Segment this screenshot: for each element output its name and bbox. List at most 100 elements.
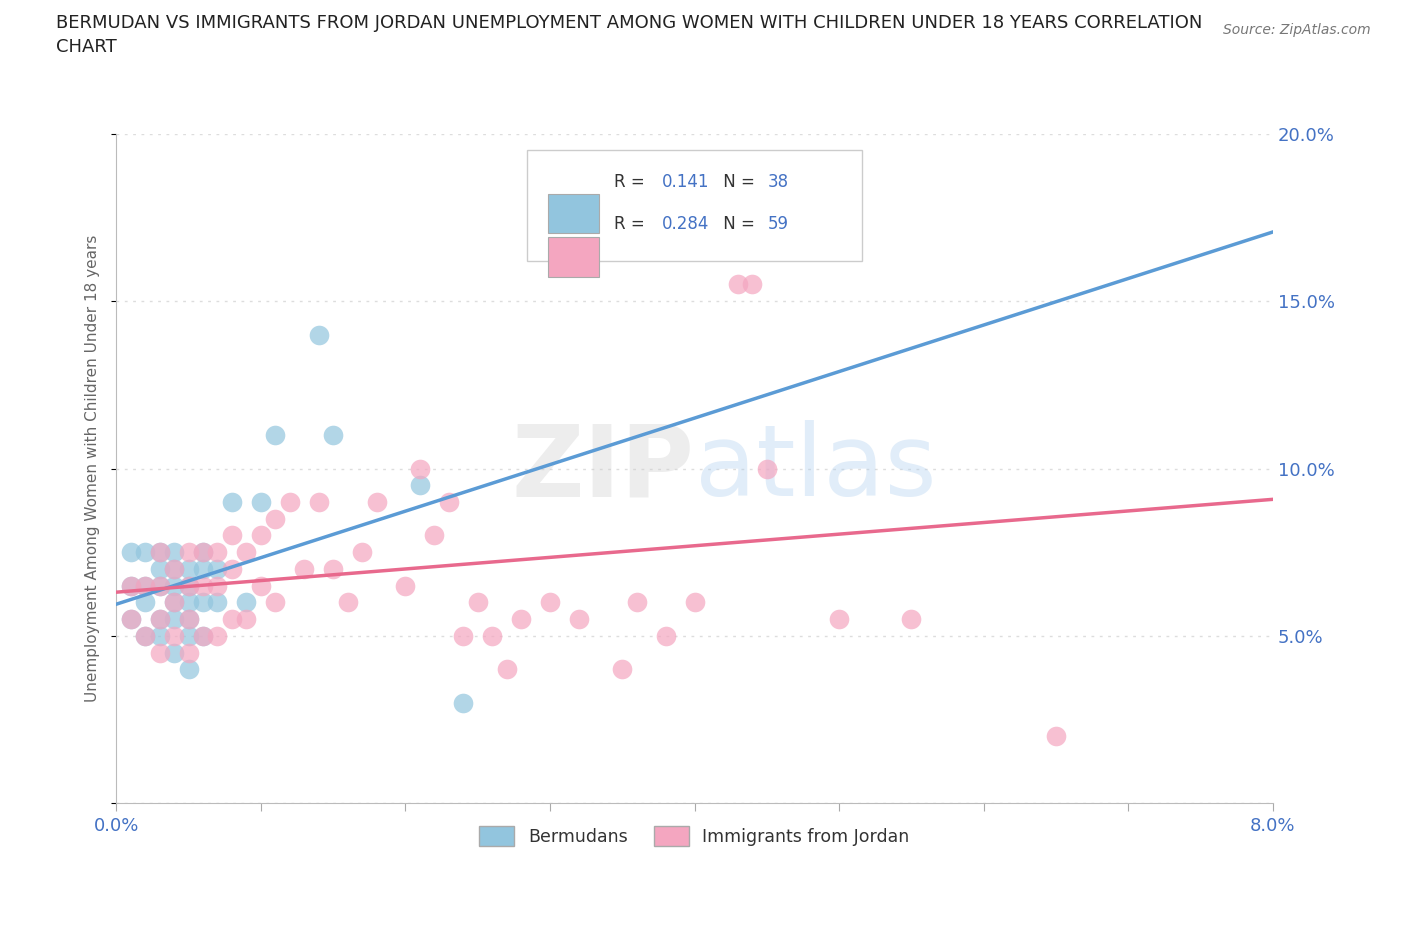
Point bbox=[409, 478, 432, 493]
Point bbox=[163, 612, 186, 627]
Point bbox=[177, 562, 200, 577]
Point bbox=[120, 545, 142, 560]
Point bbox=[207, 562, 229, 577]
Text: R =: R = bbox=[613, 173, 650, 191]
Point bbox=[207, 578, 229, 593]
Point bbox=[163, 545, 186, 560]
Point bbox=[149, 562, 172, 577]
Text: Source: ZipAtlas.com: Source: ZipAtlas.com bbox=[1223, 23, 1371, 37]
Point bbox=[177, 595, 200, 610]
Point bbox=[134, 629, 156, 644]
Point bbox=[177, 612, 200, 627]
Point bbox=[177, 662, 200, 677]
Point bbox=[120, 578, 142, 593]
Point bbox=[423, 528, 446, 543]
Point bbox=[191, 629, 214, 644]
Point bbox=[308, 495, 330, 510]
Point bbox=[250, 528, 273, 543]
Point bbox=[336, 595, 359, 610]
Point bbox=[510, 612, 533, 627]
Point bbox=[568, 612, 591, 627]
Point bbox=[177, 612, 200, 627]
Point bbox=[149, 612, 172, 627]
FancyBboxPatch shape bbox=[527, 151, 862, 261]
Point bbox=[149, 545, 172, 560]
Point bbox=[612, 662, 634, 677]
Point bbox=[177, 578, 200, 593]
Point bbox=[366, 495, 388, 510]
Point bbox=[177, 629, 200, 644]
Point bbox=[292, 562, 315, 577]
Text: 59: 59 bbox=[768, 215, 789, 233]
Point bbox=[900, 612, 922, 627]
Point bbox=[120, 578, 142, 593]
Point bbox=[451, 629, 474, 644]
Point bbox=[235, 612, 257, 627]
Point bbox=[221, 612, 243, 627]
Point bbox=[191, 545, 214, 560]
Point bbox=[120, 612, 142, 627]
Point bbox=[207, 595, 229, 610]
Point bbox=[163, 562, 186, 577]
Point bbox=[394, 578, 416, 593]
Point bbox=[120, 612, 142, 627]
Point bbox=[481, 629, 503, 644]
Point bbox=[149, 578, 172, 593]
Point bbox=[191, 562, 214, 577]
Point bbox=[278, 495, 301, 510]
Legend: Bermudans, Immigrants from Jordan: Bermudans, Immigrants from Jordan bbox=[471, 817, 918, 855]
Point bbox=[149, 578, 172, 593]
Text: 0.141: 0.141 bbox=[662, 173, 710, 191]
Point bbox=[495, 662, 517, 677]
Point bbox=[149, 612, 172, 627]
Point bbox=[221, 495, 243, 510]
Point bbox=[741, 277, 763, 292]
Point bbox=[437, 495, 460, 510]
Text: R =: R = bbox=[613, 215, 650, 233]
Point bbox=[134, 578, 156, 593]
Point bbox=[235, 545, 257, 560]
Point bbox=[626, 595, 648, 610]
Point bbox=[308, 327, 330, 342]
Point bbox=[149, 629, 172, 644]
Point bbox=[713, 177, 735, 192]
Text: 38: 38 bbox=[768, 173, 789, 191]
Point bbox=[828, 612, 851, 627]
Point bbox=[250, 578, 273, 593]
Point bbox=[207, 545, 229, 560]
Point bbox=[352, 545, 374, 560]
FancyBboxPatch shape bbox=[548, 237, 599, 277]
Point bbox=[134, 629, 156, 644]
Point bbox=[322, 562, 344, 577]
Point bbox=[134, 578, 156, 593]
Text: N =: N = bbox=[717, 215, 759, 233]
Point bbox=[1045, 729, 1067, 744]
Point bbox=[264, 428, 287, 443]
Point bbox=[191, 545, 214, 560]
Point bbox=[538, 595, 561, 610]
Point bbox=[409, 461, 432, 476]
Text: atlas: atlas bbox=[695, 420, 936, 517]
Text: N =: N = bbox=[717, 173, 759, 191]
Y-axis label: Unemployment Among Women with Children Under 18 years: Unemployment Among Women with Children U… bbox=[86, 235, 100, 702]
Point bbox=[207, 629, 229, 644]
Point bbox=[149, 545, 172, 560]
Point bbox=[250, 495, 273, 510]
Point bbox=[683, 595, 706, 610]
Point bbox=[163, 562, 186, 577]
Point bbox=[221, 528, 243, 543]
Point bbox=[177, 578, 200, 593]
Point bbox=[163, 578, 186, 593]
Point bbox=[191, 629, 214, 644]
Point bbox=[163, 595, 186, 610]
Point bbox=[134, 595, 156, 610]
Point bbox=[177, 545, 200, 560]
Point bbox=[163, 645, 186, 660]
Point bbox=[264, 512, 287, 526]
FancyBboxPatch shape bbox=[548, 193, 599, 233]
Point bbox=[134, 545, 156, 560]
Point bbox=[727, 277, 749, 292]
Point bbox=[149, 645, 172, 660]
Point bbox=[451, 696, 474, 711]
Text: ZIP: ZIP bbox=[512, 420, 695, 517]
